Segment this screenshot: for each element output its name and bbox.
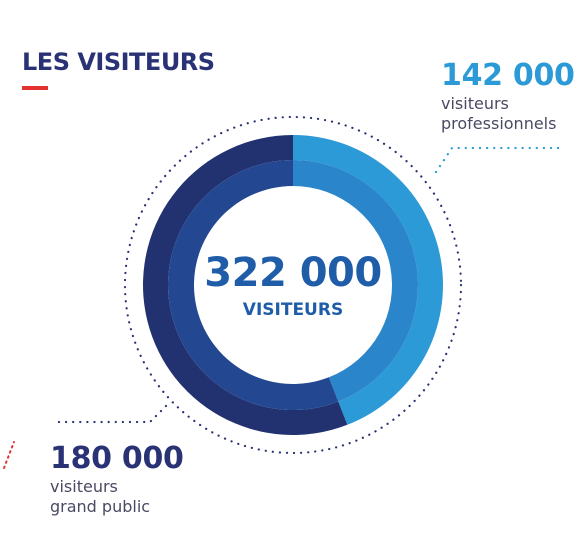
donut-slice-inner-visiteurs-professionnels	[293, 160, 419, 402]
leader-line-grand-public	[54, 404, 168, 424]
grand-public-desc-line1: visiteurs	[50, 477, 118, 496]
page-title: LES VISITEURS	[22, 48, 215, 76]
donut-slice-visiteurs-professionnels	[293, 135, 444, 425]
outer-dotted-ring	[123, 115, 463, 455]
grand-public-desc-line2: grand public	[50, 497, 151, 516]
leader-line-professionnels	[434, 146, 562, 174]
callout-professionnels: 142 000 visiteurs professionnels	[441, 58, 575, 134]
professionnels-value: 142 000	[441, 58, 575, 93]
title-underline	[22, 86, 48, 90]
donut-slice-inner-visiteurs-grand-public	[168, 160, 339, 410]
total-visitors-value: 322 000	[204, 250, 382, 296]
professionnels-desc-line1: visiteurs	[441, 94, 509, 113]
callout-grand-public: 180 000 visiteurs grand public	[50, 441, 184, 517]
total-visitors-label: VISITEURS	[242, 300, 344, 320]
professionnels-desc-line2: professionnels	[441, 114, 557, 133]
grand-public-value: 180 000	[50, 441, 184, 476]
donut-slices	[143, 135, 444, 435]
